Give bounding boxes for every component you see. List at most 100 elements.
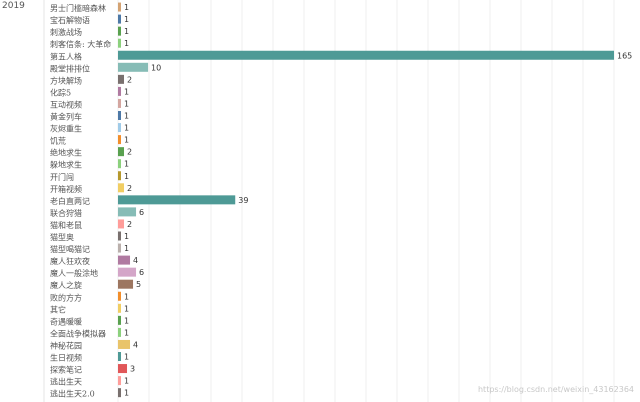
category-label: 猫和老鼠: [50, 220, 82, 230]
bar[interactable]: [118, 267, 137, 277]
category-label: 黄金列车: [50, 112, 82, 122]
bar[interactable]: [118, 183, 125, 193]
category-label: 躲地求生: [50, 160, 82, 170]
bar[interactable]: [118, 111, 122, 120]
category-label: 逃出生天: [50, 377, 82, 387]
watermark: https://blog.csdn.net/weixin_43162364: [477, 385, 634, 394]
value-labels: 11111165102111112112396211465111141311: [124, 3, 632, 398]
bar[interactable]: [118, 219, 125, 229]
value-label: 10: [151, 63, 161, 72]
category-label: 殿堂排排位: [50, 63, 90, 73]
value-label: 2: [127, 75, 132, 84]
bar[interactable]: [118, 231, 122, 241]
value-label: 1: [124, 112, 129, 121]
category-label: 奇遇暖暖: [50, 316, 82, 326]
bar[interactable]: [118, 243, 122, 253]
bar[interactable]: [118, 303, 122, 313]
category-label: 饥荒: [50, 136, 66, 146]
category-label: 男士门槛暗森林: [50, 3, 106, 13]
value-label: 165: [617, 51, 632, 60]
bar[interactable]: [118, 62, 149, 72]
value-label: 1: [124, 353, 129, 362]
value-label: 1: [124, 124, 129, 133]
category-label: 开箱视频: [50, 184, 82, 194]
bar[interactable]: [118, 26, 122, 36]
value-label: 39: [238, 196, 248, 205]
value-label: 2: [127, 220, 132, 229]
bar[interactable]: [118, 364, 128, 374]
bar[interactable]: [118, 388, 122, 398]
value-label: 1: [124, 160, 129, 169]
bar[interactable]: [118, 2, 122, 12]
category-label: 神秘花园: [50, 340, 82, 350]
bar[interactable]: [118, 291, 122, 301]
value-label: 1: [124, 39, 129, 48]
bar[interactable]: [118, 207, 137, 217]
category-label: Werid West 2: [50, 0, 104, 1]
value-label: 6: [139, 208, 144, 217]
category-label: 化踪5: [50, 87, 71, 97]
value-label: 1: [124, 3, 129, 12]
value-label: 2: [127, 184, 132, 193]
category-label: 互动视频: [50, 99, 82, 109]
category-label: 刺激战场: [50, 27, 82, 37]
category-label: 绝地求生: [50, 148, 82, 158]
value-label: 6: [139, 268, 144, 277]
category-label: 猫型喝猫记: [50, 244, 90, 254]
bar[interactable]: [118, 255, 131, 265]
value-label: 1: [124, 172, 129, 181]
category-label: 刺客信条: 大革命: [50, 39, 111, 49]
bar[interactable]: [118, 159, 122, 169]
category-label: 宝石解物语: [50, 15, 90, 25]
bar[interactable]: [118, 315, 122, 325]
bar[interactable]: [118, 50, 614, 60]
value-label: 1: [124, 316, 129, 325]
category-label: 魔人狂欢夜: [50, 256, 90, 266]
bar[interactable]: [118, 98, 122, 108]
category-label: 败的方方: [50, 292, 82, 302]
category-label: 魔人一般涂地: [50, 268, 98, 278]
bar[interactable]: [118, 352, 122, 361]
bar[interactable]: [118, 279, 134, 289]
category-label: 其它: [50, 304, 66, 314]
category-label: 方块解场: [50, 75, 82, 85]
category-label: 逃出生天2.0: [50, 389, 95, 399]
bar[interactable]: [118, 86, 122, 96]
category-label: 生日视频: [50, 353, 82, 363]
category-label: 开门闯: [50, 172, 74, 182]
bar[interactable]: [118, 376, 122, 386]
value-label: 1: [124, 99, 129, 108]
category-label: 猫型奥: [50, 232, 74, 242]
bar[interactable]: [118, 74, 125, 84]
bar[interactable]: [118, 38, 122, 48]
bar[interactable]: [118, 123, 122, 133]
bar[interactable]: [118, 195, 236, 205]
value-label: 1: [124, 377, 129, 386]
category-label: 老白直两记: [50, 196, 90, 206]
bars: [118, 2, 614, 398]
value-label: 1: [124, 304, 129, 313]
bar[interactable]: [118, 339, 131, 349]
category-label: 魔人之旋: [50, 280, 82, 290]
category-label: 灰烬重生: [50, 124, 82, 134]
bar[interactable]: [118, 327, 122, 337]
value-label: 2: [127, 148, 132, 157]
value-label: 4: [133, 340, 138, 349]
category-label: 探索笔记: [50, 365, 82, 375]
bar[interactable]: [118, 147, 125, 157]
value-label: 3: [130, 365, 135, 374]
value-label: 1: [124, 292, 129, 301]
value-label: 1: [124, 87, 129, 96]
value-label: 5: [136, 280, 141, 289]
value-label: 1: [124, 244, 129, 253]
bar[interactable]: [118, 135, 122, 145]
value-label: 1: [124, 136, 129, 145]
category-label: 联合狩猎: [50, 208, 82, 218]
value-label: 4: [133, 256, 138, 265]
bar[interactable]: [118, 14, 122, 24]
bar[interactable]: [118, 171, 122, 181]
category-label: 全面战争模拟器: [50, 328, 106, 338]
value-label: 1: [124, 232, 129, 241]
